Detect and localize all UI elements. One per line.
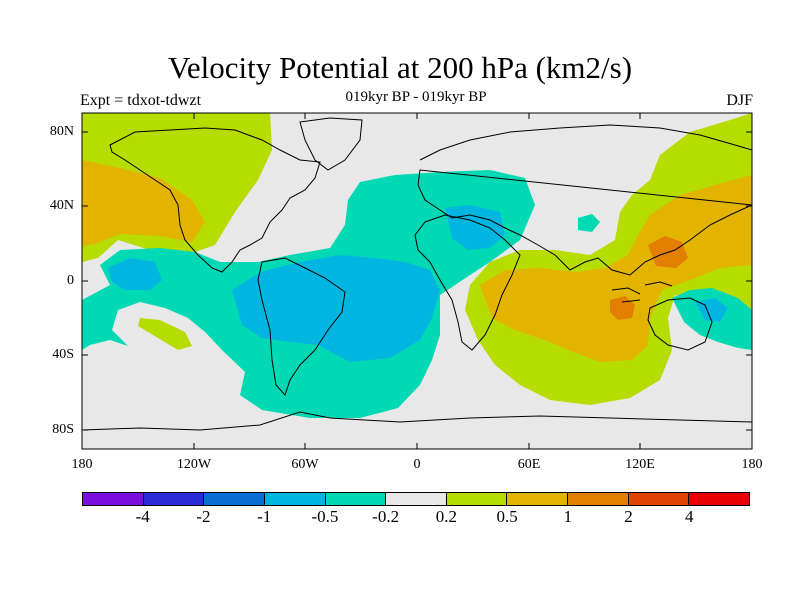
colorbar-box — [568, 493, 629, 505]
lat-tick-label: 40S — [52, 347, 74, 362]
lon-tick-label: 120W — [176, 457, 212, 472]
experiment-label: Expt = tdxot-tdwzt — [80, 92, 202, 109]
chart-title: Velocity Potential at 200 hPa (km2/s) — [167, 50, 633, 85]
colorbar-label: 0.5 — [496, 507, 518, 526]
lat-tick-label: 40N — [49, 198, 74, 213]
lon-tick-label: 0 — [413, 457, 421, 472]
season-label: DJF — [726, 92, 753, 109]
colorbar-box — [507, 493, 569, 505]
lon-tick-label: 180 — [71, 457, 93, 472]
field-region-indo-strong — [610, 296, 635, 320]
coast-greenland — [299, 117, 363, 171]
lat-tick-label: 80S — [52, 422, 74, 437]
colorbar-box — [386, 493, 447, 505]
colorbar-label: -0.5 — [311, 507, 339, 526]
colorbar — [82, 492, 750, 506]
colorbar-label: -4 — [135, 507, 150, 526]
coast-antarctica — [82, 411, 752, 431]
lat-tick-marks — [82, 131, 752, 431]
coast-south-america — [257, 257, 346, 396]
coastlines — [82, 117, 752, 431]
colorbar-label: -2 — [196, 507, 211, 526]
lon-tick-label: 60W — [291, 457, 319, 472]
field-region-indo-mod — [480, 175, 752, 362]
colorbar-label: 1 — [563, 507, 573, 526]
lon-tick-label: 180 — [741, 457, 763, 472]
field-layer — [82, 113, 752, 449]
field-region-npac-mod — [82, 160, 205, 246]
lon-tick-label: 120E — [625, 457, 655, 472]
lon-tick-marks — [81, 113, 753, 449]
lat-tick-label: 0 — [67, 273, 74, 288]
colorbar-label: 4 — [685, 507, 694, 526]
colorbar-label: -0.2 — [372, 507, 400, 526]
coast-africa — [414, 214, 521, 351]
colorbar-box — [264, 493, 326, 505]
colorbar-label: 0.2 — [435, 507, 457, 526]
colorbar-box — [689, 493, 750, 505]
lon-tick-label: 60E — [517, 457, 541, 472]
colorbar-box — [204, 493, 265, 505]
colorbar-box — [446, 493, 508, 505]
field-region-tibet-neg — [578, 214, 600, 232]
coast-eurasia — [417, 124, 752, 276]
field-region-spac-weak — [138, 318, 192, 350]
coast-indonesia — [611, 281, 673, 303]
coast-australia — [647, 297, 713, 351]
colorbar-box — [83, 493, 144, 505]
field-region-epac-mod — [108, 258, 162, 290]
colorbar-label: 2 — [624, 507, 633, 526]
lat-tick-label: 80N — [49, 124, 74, 139]
field-region-atl-mod — [232, 255, 440, 362]
colorbar-box — [628, 493, 690, 505]
colorbar-box — [143, 493, 205, 505]
colorbar-box — [325, 493, 387, 505]
coast-north-america — [109, 127, 321, 273]
chart-subtitle: 019kyr BP - 019kyr BP — [345, 89, 487, 105]
colorbar-label: -1 — [257, 507, 272, 526]
